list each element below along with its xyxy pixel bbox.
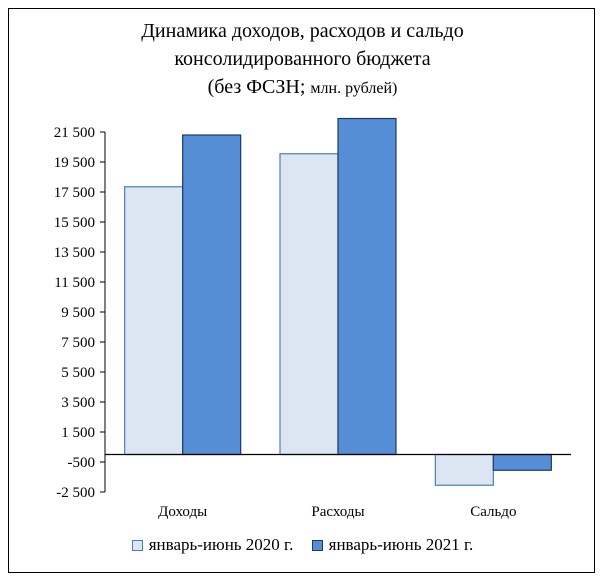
bar-2020-1 [279, 153, 339, 456]
y-tick-label: 17 500 [54, 185, 95, 201]
legend-item-2021: январь-июнь 2021 г. [311, 535, 474, 555]
legend: январь-июнь 2020 г. январь-июнь 2021 г. [9, 535, 596, 556]
legend-item-2020: январь-июнь 2020 г. [131, 535, 294, 555]
legend-swatch-2021 [311, 539, 323, 551]
bar-chart: 21 500 19 500 17 500 15 500 13 500 11 500 9 50… [54, 117, 571, 520]
bar-2021-2 [492, 453, 552, 471]
chart-title: Динамика доходов, расходов и сальдо конс… [9, 17, 596, 103]
category-label: Доходы [158, 504, 207, 520]
y-tick-label: 13 500 [54, 245, 95, 261]
chart-frame: Динамика доходов, расходов и сальдо конс… [8, 8, 595, 573]
bar-2020-0 [124, 186, 184, 456]
chart-title-line-3: (без ФСЗН; млн. рублей) [9, 73, 596, 103]
bar-2021-1 [337, 117, 397, 456]
legend-label-2020: январь-июнь 2020 г. [148, 535, 294, 554]
y-tick-label: 15 500 [54, 215, 95, 231]
y-tick-label: -2 500 [56, 485, 95, 501]
chart-title-unit: млн. рублей) [310, 80, 398, 97]
bar-2020-2 [434, 453, 494, 486]
y-tick-label: 19 500 [54, 155, 95, 171]
y-tick-label: 3 500 [61, 395, 95, 411]
bar-2021-0 [182, 134, 242, 456]
y-tick-label: 9 500 [61, 305, 95, 321]
y-tick-label: 1 500 [61, 425, 95, 441]
chart-title-line-1: Динамика доходов, расходов и сальдо [141, 20, 464, 42]
category-label: Расходы [311, 504, 364, 520]
chart-title-line-2: консолидированного бюджета [174, 48, 431, 70]
category-label: Сальдо [470, 504, 516, 520]
y-tick-label: 5 500 [61, 365, 95, 381]
legend-label-2021: январь-июнь 2021 г. [328, 535, 474, 554]
y-tick-label: 7 500 [61, 335, 95, 351]
legend-swatch-2020 [131, 539, 143, 551]
y-tick-label: -500 [68, 455, 96, 471]
y-tick-label: 21 500 [54, 125, 95, 141]
chart-title-line-3-main: (без ФСЗН; [207, 76, 311, 98]
y-tick-label: 11 500 [54, 275, 95, 291]
